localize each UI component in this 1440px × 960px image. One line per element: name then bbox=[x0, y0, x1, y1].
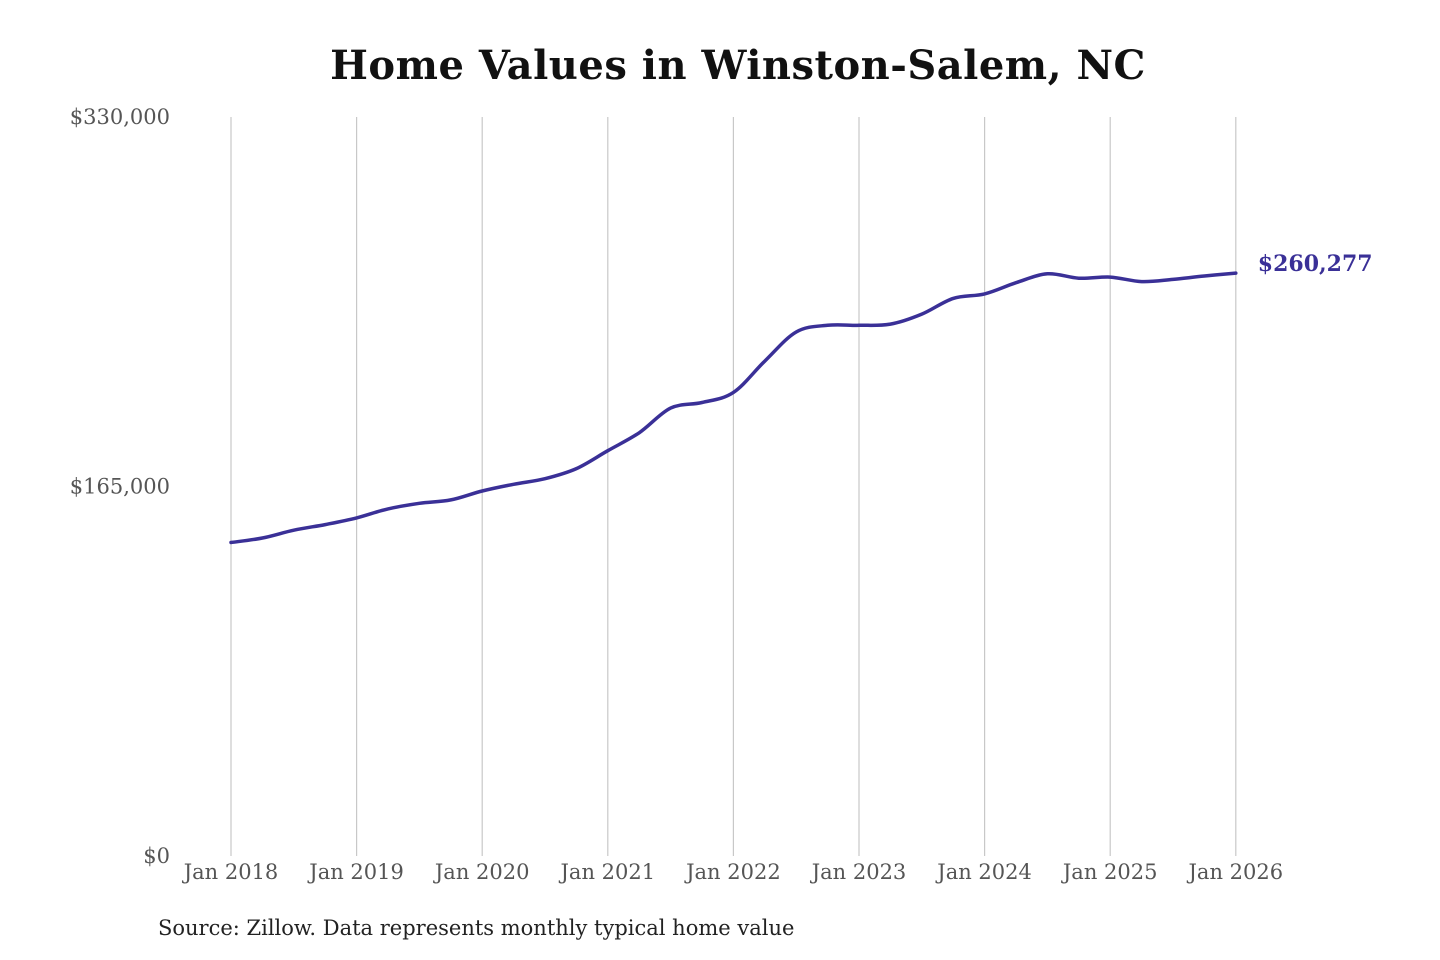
y-tick-label: $165,000 bbox=[70, 475, 170, 499]
x-tick-label: Jan 2021 bbox=[559, 860, 656, 884]
x-tick-label: Jan 2019 bbox=[307, 860, 404, 884]
y-tick-label: $330,000 bbox=[70, 105, 170, 129]
end-value-label: $260,277 bbox=[1258, 251, 1373, 277]
y-tick-label: $0 bbox=[143, 844, 170, 868]
series-line bbox=[229, 271, 1238, 545]
x-tick-label: Jan 2025 bbox=[1061, 860, 1158, 884]
source-note: Source: Zillow. Data represents monthly … bbox=[158, 916, 795, 940]
x-tick-label: Jan 2026 bbox=[1187, 860, 1284, 884]
axis-layer: Jan 2018 Jan 2019 Jan 2020 Jan 2021 Jan 2022… bbox=[70, 105, 1283, 884]
chart-title: Home Values in Winston-Salem, NC bbox=[330, 42, 1146, 89]
series-layer: $260,277 bbox=[229, 251, 1373, 545]
grid-layer bbox=[230, 117, 1237, 856]
x-tick-label: Jan 2024 bbox=[935, 860, 1032, 884]
x-tick-label: Jan 2022 bbox=[684, 860, 781, 884]
x-tick-label: Jan 2020 bbox=[433, 860, 530, 884]
x-tick-label: Jan 2023 bbox=[810, 860, 907, 884]
x-tick-label: Jan 2018 bbox=[182, 860, 279, 884]
